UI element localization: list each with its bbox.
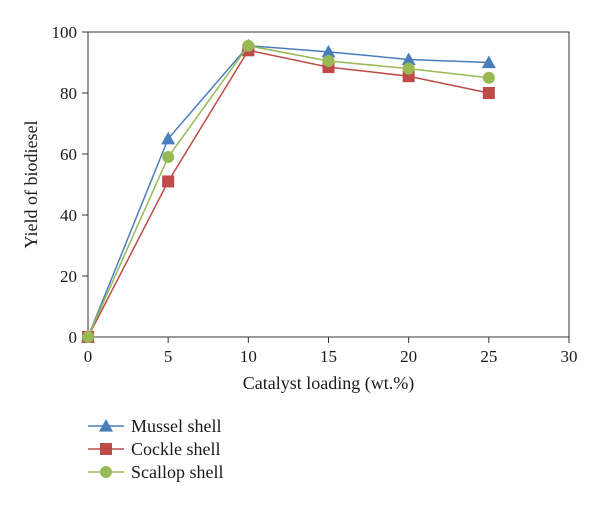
data-point	[162, 151, 175, 164]
data-point	[322, 61, 335, 74]
y-tick-label: 60	[60, 145, 77, 164]
x-axis-title: Catalyst loading (wt.%)	[243, 373, 414, 394]
series-scallop-shell	[82, 39, 495, 343]
legend: Mussel shell Cockle shell Scallop shell	[88, 416, 224, 482]
data-point	[322, 54, 335, 67]
x-tick-label: 30	[561, 347, 578, 366]
y-tick-label: 40	[60, 206, 77, 225]
x-tick-label: 10	[240, 347, 257, 366]
x-tick-label: 25	[480, 347, 497, 366]
legend-item: Cockle shell	[88, 439, 220, 459]
y-tick-label: 80	[60, 84, 77, 103]
data-point	[481, 55, 496, 69]
square-legend-icon	[100, 443, 112, 455]
series-line	[87, 44, 489, 338]
data-point	[242, 39, 255, 52]
triangle-legend-icon	[99, 419, 113, 432]
data-point	[482, 87, 495, 99]
series-mussel-shell	[81, 38, 496, 343]
plot-frame	[87, 31, 570, 338]
data-point	[161, 131, 176, 145]
series-cockle-shell	[82, 44, 495, 343]
series-line	[87, 49, 489, 338]
x-tick-label: 20	[400, 347, 417, 366]
y-axis-ticks: 0 20 40 60 80 100	[52, 23, 88, 347]
plot-area	[87, 31, 570, 338]
series-layer	[81, 38, 496, 343]
y-tick-label: 100	[52, 23, 78, 42]
circle-legend-icon	[100, 466, 112, 478]
data-point	[82, 331, 94, 343]
legend-label: Mussel shell	[131, 416, 222, 436]
data-point	[321, 44, 336, 58]
x-axis-ticks: 0 5 10 15 20 25 30	[84, 337, 578, 366]
data-point	[402, 62, 415, 75]
x-tick-label: 15	[320, 347, 337, 366]
data-point	[162, 175, 175, 188]
x-tick-label: 5	[164, 347, 173, 366]
legend-item: Scallop shell	[88, 462, 224, 482]
data-point	[482, 71, 495, 84]
y-tick-label: 20	[60, 267, 77, 286]
y-axis-title: Yield of biodiesel	[21, 121, 41, 249]
y-tick-label: 0	[69, 328, 78, 347]
x-tick-label: 0	[84, 347, 93, 366]
series-line	[87, 44, 489, 338]
legend-item: Mussel shell	[88, 416, 222, 436]
data-point	[401, 52, 416, 66]
legend-label: Scallop shell	[131, 462, 224, 482]
legend-label: Cockle shell	[131, 439, 220, 459]
